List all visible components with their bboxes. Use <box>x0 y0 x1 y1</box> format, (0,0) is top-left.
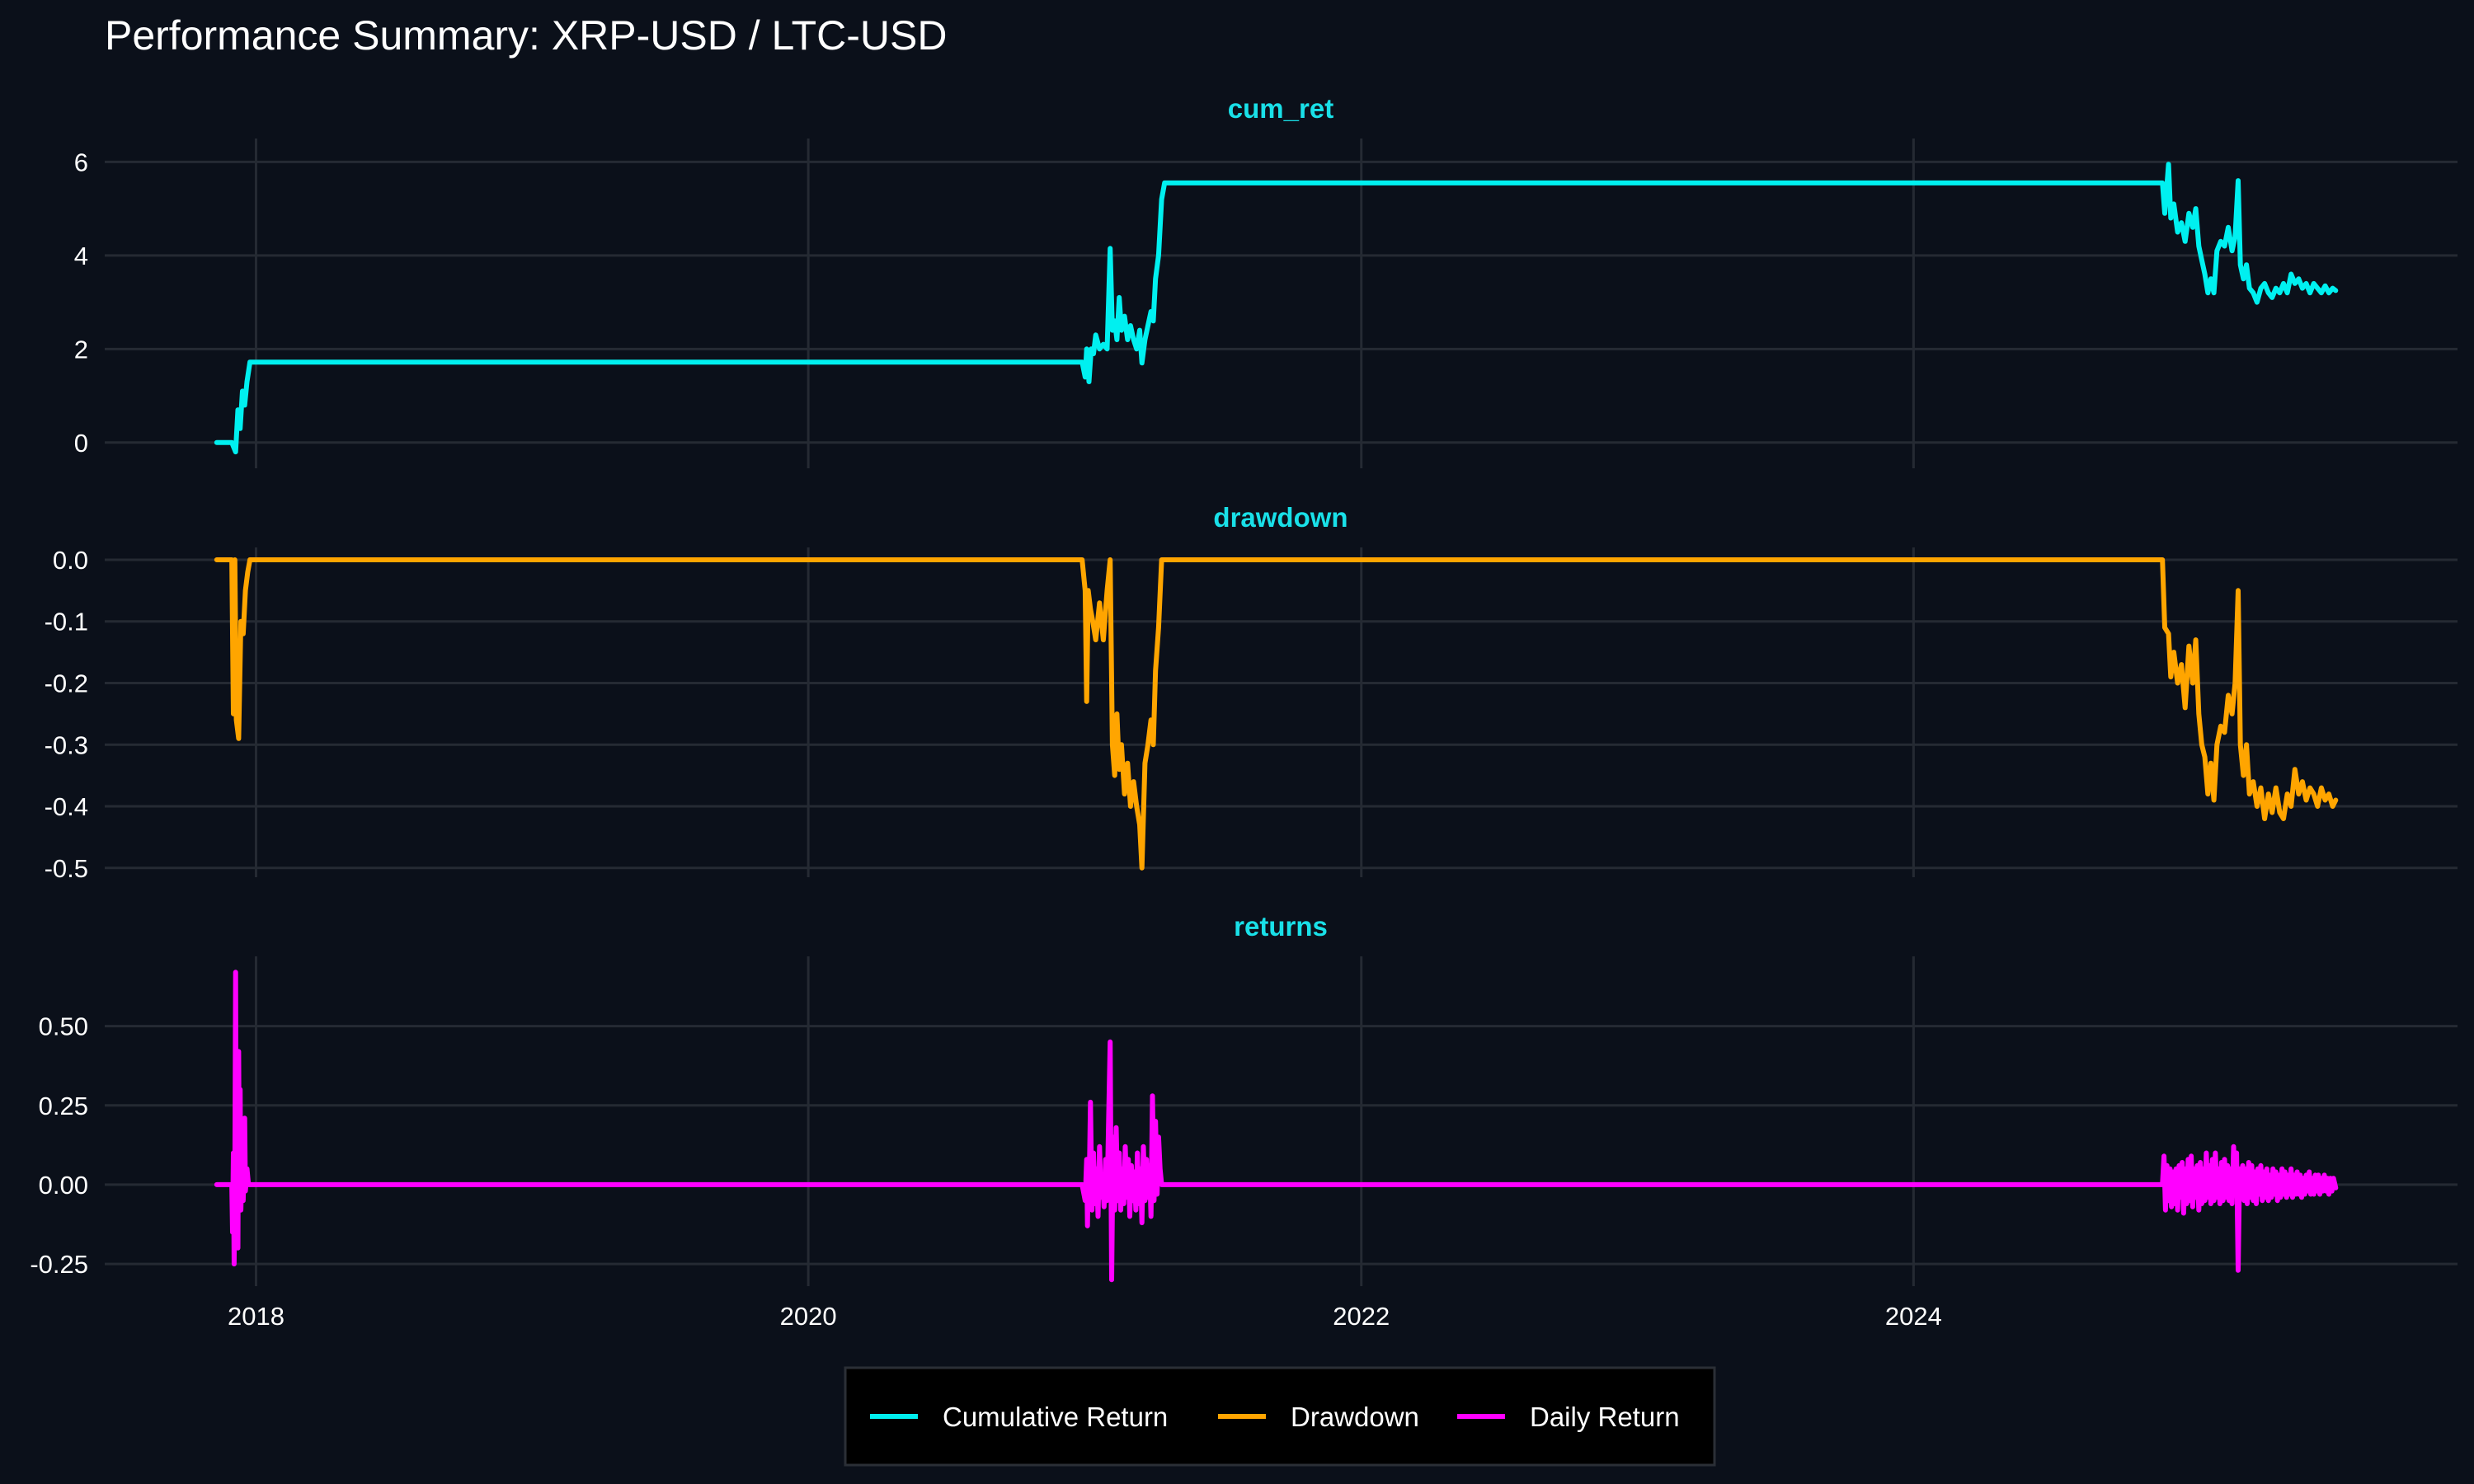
series-line-cum-ret <box>214 162 2339 455</box>
x-tick-label: 2020 <box>780 1302 837 1331</box>
y-tick-label: 0.0 <box>53 546 88 575</box>
y-tick-label: -0.3 <box>45 730 88 759</box>
y-tick-label: 0.25 <box>39 1092 88 1120</box>
legend-label-drawdown: Drawdown <box>1291 1402 1419 1432</box>
panel-cum-ret: 0 2 4 6 cum_ret <box>74 93 2458 468</box>
y-tick-label: -0.2 <box>45 669 88 697</box>
x-axis: 2018 2020 2022 2024 <box>228 1302 1942 1331</box>
y-tick-label: 0.50 <box>39 1012 88 1041</box>
x-tick-label: 2024 <box>1885 1302 1942 1331</box>
panel-returns: 0.50 0.25 0.00 -0.25 returns <box>30 911 2458 1286</box>
facet-label-returns: returns <box>1234 911 1328 942</box>
y-tick-label: -0.1 <box>45 608 88 636</box>
x-tick-label: 2022 <box>1333 1302 1390 1331</box>
facet-label-drawdown: drawdown <box>1213 502 1348 533</box>
y-tick-label: 4 <box>74 242 88 270</box>
series-line-returns <box>214 970 2339 1283</box>
y-tick-label: -0.25 <box>30 1250 88 1279</box>
panel-drawdown: 0.0 -0.1 -0.2 -0.3 -0.4 -0.5 drawdown <box>45 502 2458 883</box>
y-tick-label: -0.4 <box>45 792 88 821</box>
legend-label-daily-return: Daily Return <box>1530 1402 1680 1432</box>
chart-title: Performance Summary: XRP-USD / LTC-USD <box>105 12 947 59</box>
y-tick-label: 6 <box>74 148 88 176</box>
y-tick-label: -0.5 <box>45 854 88 883</box>
facet-label-cum-ret: cum_ret <box>1228 93 1333 124</box>
legend-label-cumulative-return: Cumulative Return <box>943 1402 1168 1432</box>
legend-box <box>844 1366 1716 1467</box>
legend: Cumulative Return Drawdown Daily Return <box>844 1366 1716 1467</box>
y-tick-label: 0 <box>74 429 88 458</box>
x-tick-label: 2018 <box>228 1302 285 1331</box>
y-tick-label: 0.00 <box>39 1171 88 1200</box>
series-line-drawdown <box>214 557 2339 871</box>
y-tick-label: 2 <box>74 335 88 364</box>
